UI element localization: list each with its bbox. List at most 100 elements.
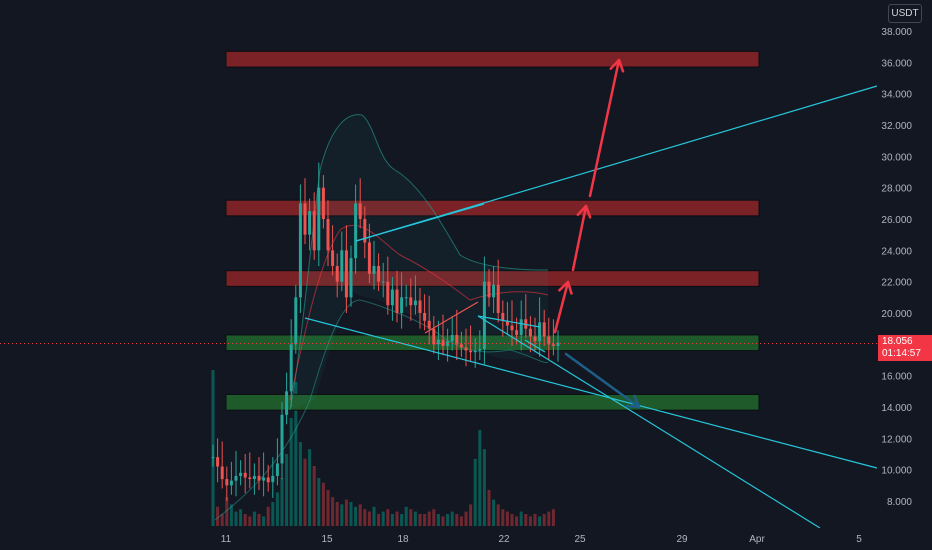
volume-bar [446, 514, 450, 526]
arrow-to-36 [588, 58, 621, 198]
candle-body [455, 334, 459, 345]
candle-body [441, 339, 445, 346]
candle-body [478, 349, 482, 351]
candle-body [409, 297, 413, 306]
volume-bar [257, 514, 261, 526]
volume-bar [349, 502, 353, 526]
volume-bar [482, 449, 486, 526]
volume-bar [551, 509, 555, 526]
volume-bar [298, 442, 302, 526]
volume-bar [285, 454, 289, 526]
price-tick-label: 32.000 [881, 121, 912, 132]
volume-bar [487, 490, 491, 526]
candle-body [377, 266, 381, 282]
candle-body [450, 334, 454, 342]
volume-bar [469, 504, 473, 526]
volume-bar [239, 509, 243, 526]
candle-body [358, 203, 362, 219]
candle-body [344, 250, 348, 298]
volume-bar [340, 504, 344, 526]
candle-body [446, 341, 450, 346]
volume-bar [294, 382, 298, 526]
volume-bar [220, 514, 224, 526]
time-tick-label: 11 [221, 534, 232, 545]
volume-bars [211, 370, 555, 526]
candle-body [367, 242, 371, 274]
candle-body [386, 281, 390, 306]
volume-bar [432, 509, 436, 526]
volume-bar [363, 509, 367, 526]
volume-bar [280, 478, 284, 526]
candle-body [234, 475, 238, 481]
volume-bar [496, 504, 500, 526]
volume-bar [542, 514, 546, 526]
candle-body [436, 339, 440, 345]
volume-bar [423, 514, 427, 526]
price-tick-label: 26.000 [881, 215, 912, 226]
price-tick-label: 8.000 [887, 497, 912, 508]
time-tick-label: 5 [856, 534, 862, 545]
volume-bar [404, 506, 408, 526]
wedge-apex-line [524, 339, 546, 353]
volume-bar [450, 511, 454, 526]
volume-bar [216, 506, 220, 526]
volume-bar [229, 504, 233, 526]
candle-body [220, 466, 224, 480]
wedge-top-line [477, 315, 541, 328]
volume-bar [478, 430, 482, 526]
volume-bar [418, 514, 422, 526]
volume-bar [248, 516, 252, 526]
upper-trendline [355, 85, 878, 242]
candle-body [423, 313, 427, 321]
price-tick-label: 36.000 [881, 58, 912, 69]
candle-body [459, 344, 463, 348]
volume-bar [266, 506, 270, 526]
volume-bar [234, 511, 238, 526]
candle-body [321, 187, 325, 219]
volume-bar [501, 509, 505, 526]
volume-bar [441, 516, 445, 526]
price-tick-label: 12.000 [881, 434, 912, 445]
candle-body [542, 322, 546, 337]
arrow-to-26 [571, 204, 588, 272]
candle-body [510, 325, 514, 331]
volume-bar [533, 514, 537, 526]
countdown-value: 01:14:57 [882, 348, 921, 359]
volume-bar [271, 502, 275, 526]
price-axis[interactable]: 8.00010.00012.00014.00016.00018.00020.00… [877, 0, 932, 550]
volume-bar [243, 514, 247, 526]
volume-bar [390, 514, 394, 526]
volume-bar [289, 418, 293, 526]
volume-bar [473, 458, 477, 526]
volume-bar [354, 506, 358, 526]
volume-bar [372, 506, 376, 526]
time-tick-label: 29 [676, 534, 688, 545]
candle-body [533, 336, 537, 342]
currency-badge[interactable]: USDT [888, 4, 922, 23]
candle-body [289, 344, 293, 392]
volume-bar [275, 492, 279, 526]
candle-body [464, 347, 468, 351]
upper-band [289, 114, 549, 411]
candle-body [395, 289, 399, 313]
price-tick-label: 14.000 [881, 403, 912, 414]
time-axis-bg [0, 528, 932, 550]
arrow-to-22 [553, 280, 570, 334]
volume-bar [505, 511, 509, 526]
volume-bar [519, 511, 523, 526]
forecast-arrows [0, 58, 877, 409]
volume-bar [524, 514, 528, 526]
price-tick-label: 20.000 [881, 309, 912, 320]
candle-body [482, 281, 486, 350]
time-axis[interactable]: 11 15 18 22 25 29 Apr 5 [0, 528, 932, 550]
arrow-to-36-head [609, 58, 625, 73]
volume-bar [492, 499, 496, 526]
candle-body [211, 457, 215, 459]
candle-body [363, 219, 367, 243]
candle-body [225, 479, 229, 486]
time-tick-label: 25 [574, 534, 586, 545]
candle-body [427, 320, 431, 329]
candle-body [432, 328, 436, 345]
volume-bar [317, 478, 321, 526]
